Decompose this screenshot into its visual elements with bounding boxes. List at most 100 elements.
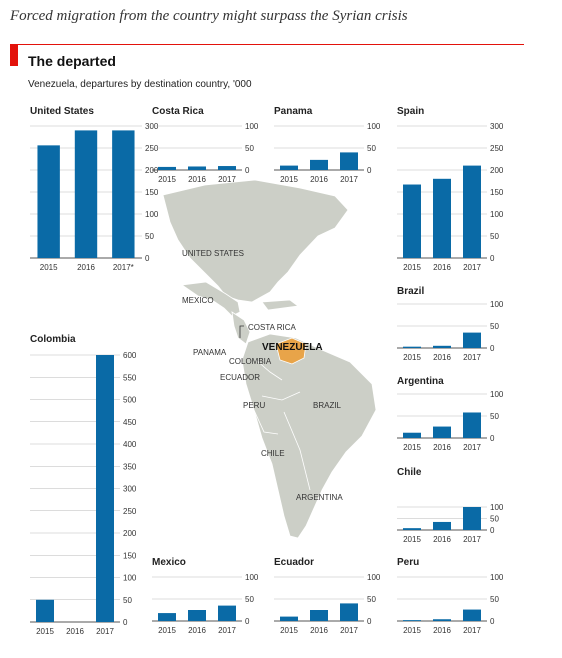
ecuador-bar xyxy=(340,603,358,621)
venezuela-highlight xyxy=(275,337,307,365)
chile-tick-label: 50 xyxy=(490,515,499,524)
brazil-bar xyxy=(463,332,481,348)
spain-category-label: 2016 xyxy=(433,263,451,272)
chile-category-label: 2015 xyxy=(403,535,421,544)
mexico-chart-title: Mexico xyxy=(152,557,186,568)
colombia-bar xyxy=(36,599,54,622)
us-bar xyxy=(37,145,60,258)
argentina-category-label: 2016 xyxy=(433,443,451,452)
argentina-chart-title: Argentina xyxy=(397,376,444,387)
peru-bar xyxy=(403,620,421,621)
argentina-category-label: 2015 xyxy=(403,443,421,452)
costa_rica-category-label: 2016 xyxy=(188,175,206,184)
us-tick-label: 250 xyxy=(145,144,159,153)
peru-tick-label: 100 xyxy=(490,573,504,582)
colombia-tick-label: 100 xyxy=(123,574,137,583)
map-label-panama: PANAMA xyxy=(193,348,227,357)
spain-category-label: 2017 xyxy=(463,263,481,272)
chile-tick-label: 0 xyxy=(490,526,495,535)
map-label-us: UNITED STATES xyxy=(182,249,244,258)
argentina-tick-label: 100 xyxy=(490,390,504,399)
costa_rica-tick-label: 50 xyxy=(245,144,254,153)
peru-tick-label: 50 xyxy=(490,595,499,604)
north-america-land xyxy=(162,179,349,303)
mexico-bar xyxy=(188,610,206,621)
us-category-label: 2015 xyxy=(40,263,58,272)
colombia-chart-title: Colombia xyxy=(30,334,76,345)
panama-chart-title: Panama xyxy=(274,106,313,117)
chile-chart-title: Chile xyxy=(397,467,422,478)
map-label-argentina: ARGENTINA xyxy=(296,493,343,502)
costa_rica-tick-label: 0 xyxy=(245,166,250,175)
argentina-tick-label: 50 xyxy=(490,412,499,421)
colombia-bar xyxy=(96,355,114,622)
spain-bar xyxy=(463,165,481,258)
spain-tick-label: 200 xyxy=(490,166,504,175)
colombia-tick-label: 550 xyxy=(123,373,137,382)
colombia-category-label: 2015 xyxy=(36,627,54,636)
argentina-bar xyxy=(403,432,421,438)
ecuador-chart-title: Ecuador xyxy=(274,557,314,568)
chile-bar xyxy=(463,507,481,530)
costa_rica-bar xyxy=(158,166,176,170)
mexico-bar xyxy=(218,605,236,621)
costa_rica-bar xyxy=(188,166,206,170)
map-label-costa-rica: COSTA RICA xyxy=(248,323,297,332)
map-label-brazil: BRAZIL xyxy=(313,401,342,410)
south-america-land xyxy=(241,333,377,539)
spain-tick-label: 0 xyxy=(490,254,495,263)
peru-bar xyxy=(463,609,481,621)
costa_rica-category-label: 2017 xyxy=(218,175,236,184)
brazil-tick-label: 50 xyxy=(490,322,499,331)
colombia-tick-label: 300 xyxy=(123,485,137,494)
peru-bar xyxy=(433,619,451,621)
costa_rica-bar xyxy=(218,166,236,170)
border-lines xyxy=(253,359,311,491)
spain-tick-label: 250 xyxy=(490,144,504,153)
colombia-tick-label: 200 xyxy=(123,529,137,538)
panama-tick-label: 100 xyxy=(367,122,381,131)
brazil-chart-title: Brazil xyxy=(397,286,424,297)
argentina-category-label: 2017 xyxy=(463,443,481,452)
us-tick-label: 300 xyxy=(145,122,159,131)
spain-chart-title: Spain xyxy=(397,106,424,117)
peru-category-label: 2016 xyxy=(433,626,451,635)
chile-tick-label: 100 xyxy=(490,503,504,512)
us-tick-label: 100 xyxy=(145,210,159,219)
colombia-tick-label: 350 xyxy=(123,462,137,471)
ecuador-bar xyxy=(310,610,328,621)
us-chart-title: United States xyxy=(30,106,94,117)
mexico-category-label: 2015 xyxy=(158,626,176,635)
mexico-tick-label: 100 xyxy=(245,573,259,582)
ecuador-tick-label: 50 xyxy=(367,595,376,604)
panama-tick-label: 50 xyxy=(367,144,376,153)
ecuador-category-label: 2017 xyxy=(340,626,358,635)
colombia-category-label: 2016 xyxy=(66,627,84,636)
mexico-land xyxy=(180,281,241,317)
map-label-mexico: MEXICO xyxy=(182,296,214,305)
brazil-bar xyxy=(403,346,421,348)
mexico-bar xyxy=(158,613,176,621)
header-rule xyxy=(10,44,524,45)
colombia-tick-label: 0 xyxy=(123,618,128,627)
spain-bar xyxy=(403,184,421,258)
colombia-tick-label: 50 xyxy=(123,596,132,605)
us-tick-label: 50 xyxy=(145,232,154,241)
spain-bar xyxy=(433,178,451,258)
chile-bar xyxy=(403,528,421,530)
panama-category-label: 2016 xyxy=(310,175,328,184)
peru-tick-label: 0 xyxy=(490,617,495,626)
mexico-tick-label: 50 xyxy=(245,595,254,604)
panama-bar xyxy=(310,159,328,170)
colombia-tick-label: 400 xyxy=(123,440,137,449)
costa_rica-chart-title: Costa Rica xyxy=(152,106,204,117)
us-bar xyxy=(74,130,98,258)
costa-rica-leader xyxy=(239,325,244,338)
us-category-label: 2016 xyxy=(77,263,95,272)
colombia-category-label: 2017 xyxy=(96,627,114,636)
panama-bar xyxy=(340,152,358,170)
panama-bar xyxy=(280,165,298,170)
costa_rica-tick-label: 100 xyxy=(245,122,259,131)
